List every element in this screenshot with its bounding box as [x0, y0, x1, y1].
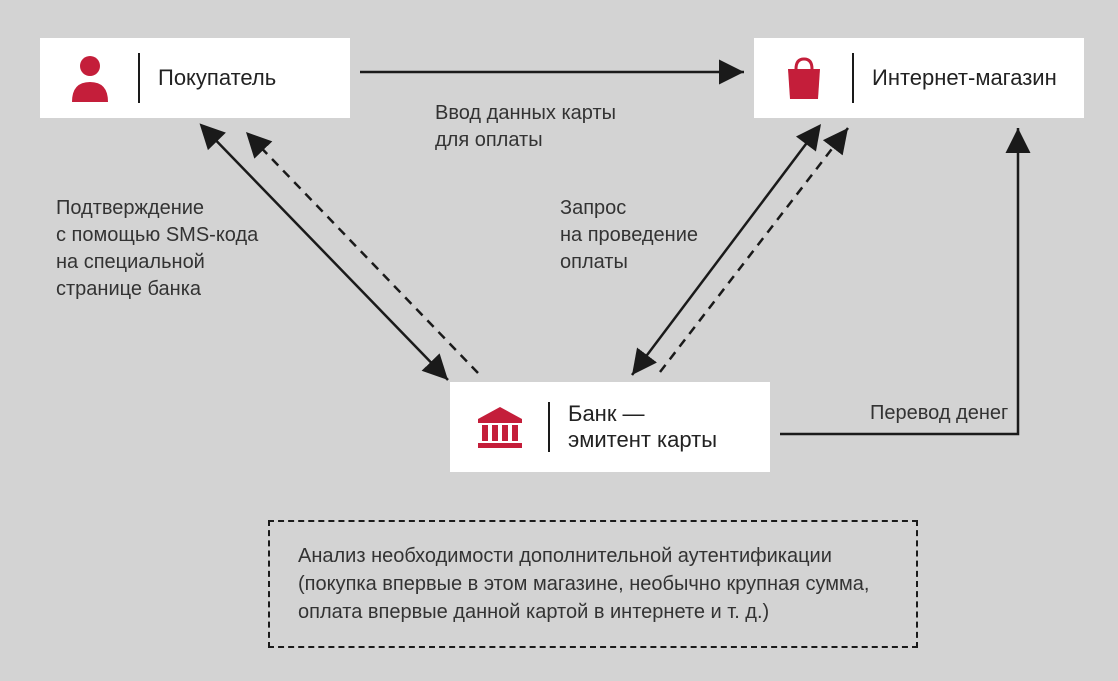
node-label-bank: Банк — эмитент карты	[568, 401, 717, 453]
info-box: Анализ необходимости дополнительной ауте…	[268, 520, 918, 648]
info-text: Анализ необходимости дополнительной ауте…	[298, 545, 869, 623]
person-icon	[60, 54, 120, 102]
bank-icon	[470, 405, 530, 449]
edge-label-money-transfer: Перевод денег	[870, 400, 1008, 427]
edge-label-card-input: Ввод данных карты для оплаты	[435, 100, 616, 154]
bag-icon	[774, 55, 834, 101]
node-label-buyer: Покупатель	[158, 65, 276, 91]
edge-label-sms-confirm: Подтверждение с помощью SMS-кода на спец…	[56, 195, 258, 303]
node-label-shop: Интернет-магазин	[872, 65, 1057, 91]
separator	[548, 402, 550, 452]
node-bank: Банк — эмитент карты	[450, 382, 770, 472]
node-shop: Интернет-магазин	[754, 38, 1084, 118]
node-buyer: Покупатель	[40, 38, 350, 118]
edge-label-payment-request: Запрос на проведение оплаты	[560, 195, 698, 276]
separator	[138, 53, 140, 103]
separator	[852, 53, 854, 103]
